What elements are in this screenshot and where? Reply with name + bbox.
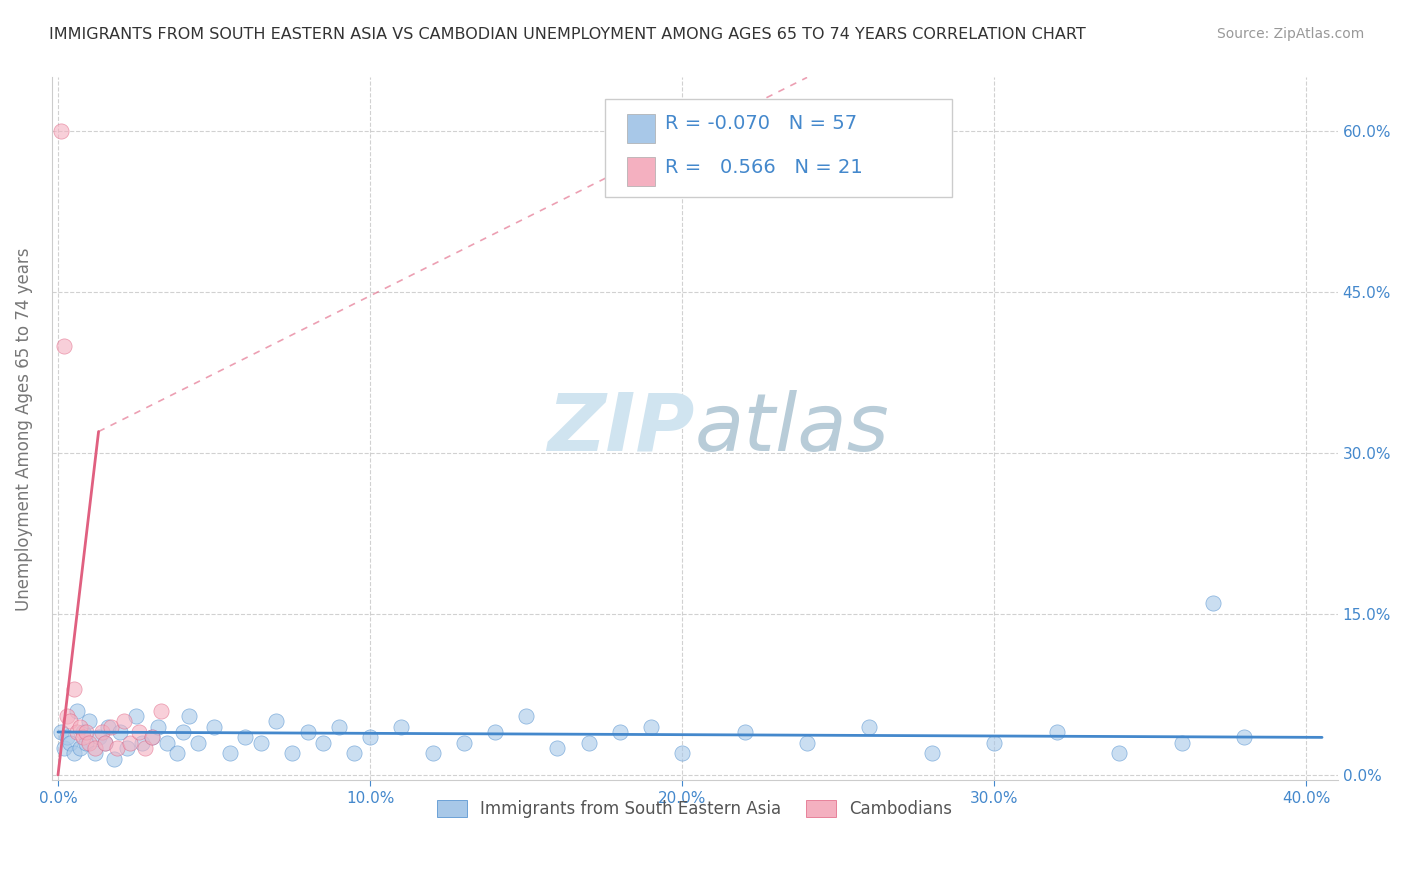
Point [94,736,117,750]
Point [72,731,94,745]
Point [84,747,107,761]
Point [49,124,72,138]
Point [77,736,100,750]
Point [141,731,163,745]
Point [640,720,662,734]
Point [734,725,756,739]
Point [343,747,366,761]
Point [389,720,412,734]
Point [72,725,94,739]
Point [359,731,381,745]
Point [75,725,97,739]
Point [69,720,91,734]
Point [1108,747,1130,761]
Point [150,704,173,718]
Point [1202,596,1225,610]
FancyBboxPatch shape [627,157,655,186]
Point [125,709,148,723]
Point [53,741,76,756]
Point [983,736,1005,750]
Point [59,736,82,750]
Point [110,725,132,739]
Point [49,725,72,739]
Point [59,714,82,729]
Point [69,741,91,756]
Point [131,736,153,750]
Point [115,741,138,756]
Point [90,725,112,739]
Point [75,736,97,750]
Point [671,747,693,761]
Point [266,714,288,729]
Point [796,736,818,750]
Point [609,725,631,739]
Point [66,725,89,739]
Point [56,709,79,723]
Point [546,741,568,756]
Point [422,747,444,761]
FancyBboxPatch shape [605,98,952,197]
Point [100,720,122,734]
Point [1046,725,1069,739]
Point [1233,731,1256,745]
Point [578,736,600,750]
Point [187,736,209,750]
Point [97,720,120,734]
Point [105,741,128,756]
Point [250,736,273,750]
Point [94,736,117,750]
Legend: Immigrants from South Eastern Asia, Cambodians: Immigrants from South Eastern Asia, Camb… [430,793,959,825]
Point [233,731,256,745]
Point [118,736,141,750]
Point [202,720,225,734]
Point [112,714,135,729]
Point [56,731,79,745]
Point [297,725,319,739]
Text: IMMIGRANTS FROM SOUTH EASTERN ASIA VS CAMBODIAN UNEMPLOYMENT AMONG AGES 65 TO 74: IMMIGRANTS FROM SOUTH EASTERN ASIA VS CA… [49,27,1085,42]
Point [172,725,194,739]
Point [141,731,163,745]
Text: R =   0.566   N = 21: R = 0.566 N = 21 [665,158,863,178]
Point [62,682,84,697]
Point [484,725,506,739]
Point [134,741,156,756]
Point [87,731,110,745]
Text: ZIP: ZIP [547,390,695,468]
Point [218,747,240,761]
Point [166,747,188,761]
Point [177,709,200,723]
FancyBboxPatch shape [627,113,655,143]
Point [156,736,179,750]
Point [53,339,76,353]
Point [128,725,150,739]
Point [77,714,100,729]
Point [103,752,125,766]
Y-axis label: Unemployment Among Ages 65 to 74 years: Unemployment Among Ages 65 to 74 years [15,247,32,611]
Text: Source: ZipAtlas.com: Source: ZipAtlas.com [1216,27,1364,41]
Point [921,747,943,761]
Point [1170,736,1192,750]
Point [453,736,475,750]
Text: atlas: atlas [695,390,890,468]
Point [328,720,350,734]
Point [312,736,335,750]
Text: R = -0.070   N = 57: R = -0.070 N = 57 [665,114,858,134]
Point [515,709,537,723]
Point [66,704,89,718]
Point [858,720,880,734]
Point [62,747,84,761]
Point [146,720,169,734]
Point [84,741,107,756]
Point [281,747,304,761]
